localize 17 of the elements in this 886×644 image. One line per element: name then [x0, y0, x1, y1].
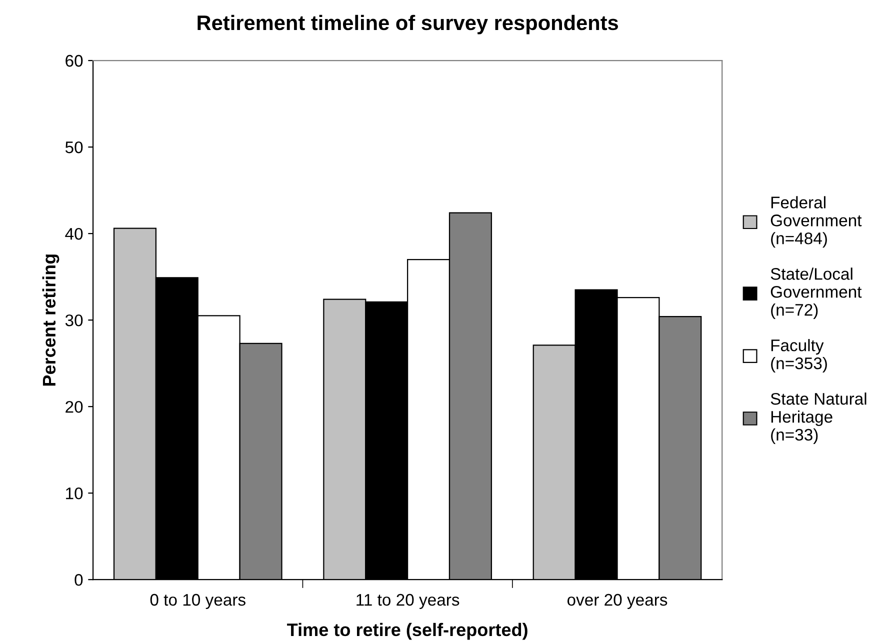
y-tick-label: 60: [66, 54, 83, 67]
legend-label: Federal Government (n=484): [770, 196, 862, 248]
y-tick-label: 30: [65, 314, 83, 326]
legend-label: Faculty (n=353): [771, 339, 827, 373]
y-tick-label: 10: [66, 487, 83, 500]
x-tick-label: 0 to 10 years: [150, 594, 246, 610]
y-tick-label: 40: [65, 228, 83, 240]
x-tick-label: 11 to 20 years: [356, 594, 460, 610]
y-tick-label: 20: [66, 400, 83, 413]
chart-title: Retirement timeline of survey respondents: [198, 14, 618, 34]
x-axis-title: Time to retire (self-reported): [287, 622, 528, 640]
y-axis-title: Percent retiring: [42, 254, 60, 386]
y-tick-label: 50: [65, 141, 83, 154]
x-tick-label: over 20 years: [567, 594, 668, 610]
legend-label: State Natural Heritage (n=33): [770, 392, 866, 444]
legend-label: State/Local Government (n=72): [770, 268, 862, 320]
y-tick-label: 0: [74, 574, 83, 586]
